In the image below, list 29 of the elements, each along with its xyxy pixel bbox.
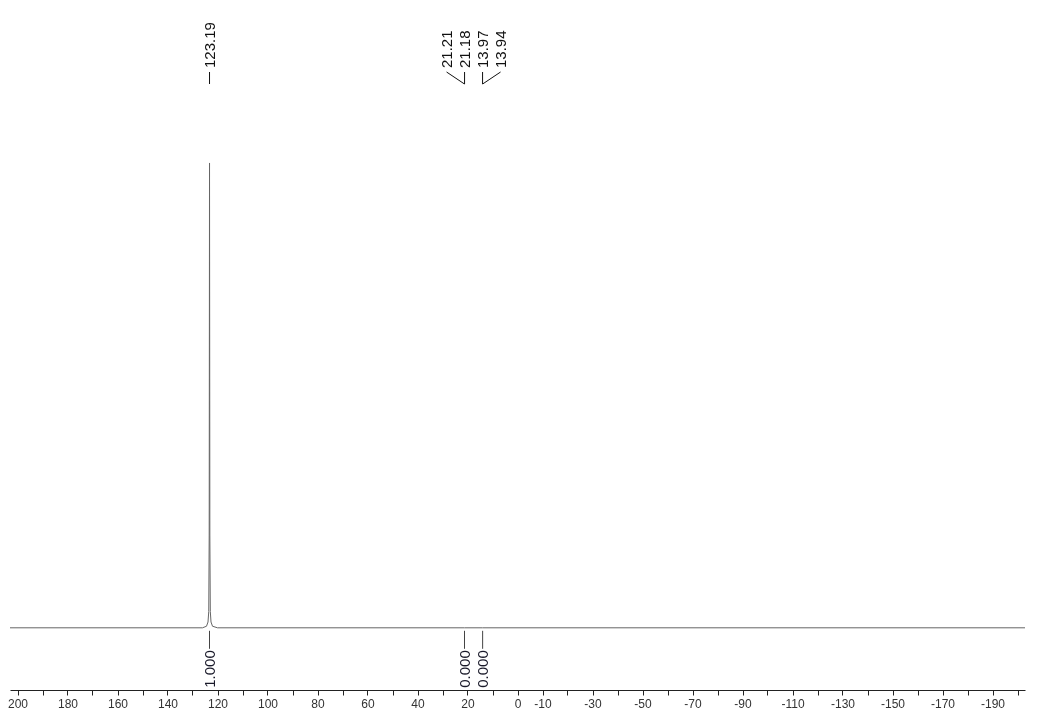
x-tick-label: -70 bbox=[684, 696, 702, 711]
annotation: 21.21 bbox=[437, 30, 455, 68]
x-tick-label: -90 bbox=[734, 696, 752, 711]
x-tick-label: 20 bbox=[461, 696, 475, 711]
annotation: 0.000 bbox=[455, 650, 473, 688]
annotation: 13.97 bbox=[473, 30, 491, 68]
x-tick-label: 140 bbox=[157, 696, 179, 711]
x-tick-label: -30 bbox=[584, 696, 602, 711]
x-tick-label: 40 bbox=[411, 696, 425, 711]
x-tick-label: 60 bbox=[361, 696, 375, 711]
x-tick-label: 180 bbox=[57, 696, 79, 711]
annotation: 0.000 bbox=[473, 650, 491, 688]
x-tick-label: -130 bbox=[830, 696, 856, 711]
x-tick-label: -190 bbox=[980, 696, 1006, 711]
annotation: 123.19 bbox=[200, 22, 218, 68]
annotation: 13.94 bbox=[491, 30, 509, 68]
x-tick-label: -170 bbox=[930, 696, 956, 711]
x-tick-label: 200 bbox=[7, 696, 29, 711]
x-tick-label: 160 bbox=[107, 696, 129, 711]
x-tick-label: 80 bbox=[311, 696, 325, 711]
x-tick-label: -110 bbox=[781, 696, 805, 711]
x-tick-label: 120 bbox=[207, 696, 229, 711]
x-tick-label: 100 bbox=[257, 696, 279, 711]
x-tick-label: 0 bbox=[514, 696, 522, 711]
x-tick-label: -150 bbox=[880, 696, 906, 711]
annotation: 1.000 bbox=[200, 650, 218, 688]
x-tick-label: -50 bbox=[634, 696, 652, 711]
x-tick-label: -10 bbox=[534, 696, 552, 711]
annotation: 21.18 bbox=[455, 30, 473, 68]
